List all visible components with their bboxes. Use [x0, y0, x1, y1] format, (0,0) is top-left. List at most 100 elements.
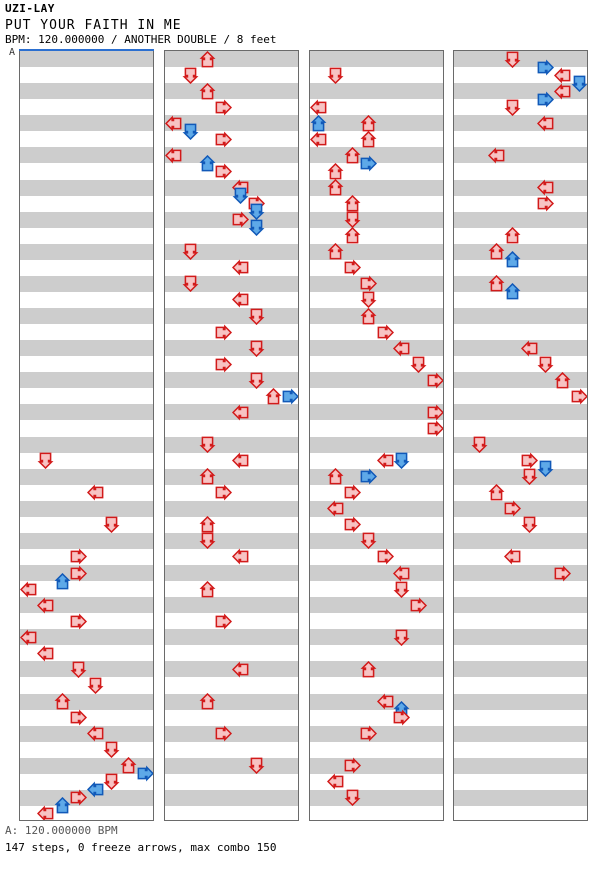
measure: [165, 115, 298, 180]
beat-row: [165, 661, 298, 678]
beat-row: [20, 131, 153, 148]
measure: [165, 629, 298, 694]
beat-row: [310, 581, 443, 598]
beat-row: [454, 773, 587, 790]
beat-row: [454, 500, 587, 517]
beat-row: [165, 67, 298, 84]
beat-row: [165, 452, 298, 469]
chart-column-1[interactable]: [19, 50, 154, 821]
measure: [165, 308, 298, 373]
beat-row: [454, 741, 587, 758]
measure: [20, 693, 153, 758]
beat-row: [310, 388, 443, 405]
beat-row: [165, 388, 298, 405]
measure: [310, 693, 443, 758]
beat-row: [310, 693, 443, 710]
beat-row: [454, 532, 587, 549]
beat-row: [20, 179, 153, 196]
beat-row: [310, 275, 443, 292]
measure: [165, 51, 298, 116]
beat-row: [454, 388, 587, 405]
beat-row: [454, 613, 587, 630]
beat-row: [310, 597, 443, 614]
beat-row: [454, 259, 587, 276]
beat-row: [310, 500, 443, 517]
beat-row: [20, 613, 153, 630]
measure: [165, 436, 298, 501]
beat-row: [20, 308, 153, 325]
beat-row: [20, 259, 153, 276]
beat-row: [454, 805, 587, 820]
song-title: PUT YOUR FAITH IN ME: [5, 18, 182, 33]
lane-marker-a: A: [9, 47, 16, 58]
beat-row: [20, 773, 153, 790]
beat-row: [165, 324, 298, 341]
beat-row: [20, 356, 153, 373]
beat-row: [454, 789, 587, 806]
beat-row: [310, 468, 443, 485]
beat-row: [20, 388, 153, 405]
beat-row: [454, 147, 587, 164]
measure: [454, 565, 587, 630]
beat-row: [310, 420, 443, 437]
measure: [165, 179, 298, 244]
beat-row: [20, 340, 153, 357]
beat-row: [454, 404, 587, 421]
beat-row: [165, 195, 298, 212]
beat-row: [165, 613, 298, 630]
beat-row: [310, 356, 443, 373]
beat-row: [20, 484, 153, 501]
measure: [20, 115, 153, 180]
beat-row: [310, 677, 443, 694]
measure: [310, 372, 443, 437]
beat-row: [454, 629, 587, 646]
beat-row: [454, 709, 587, 726]
beat-row: [165, 757, 298, 774]
beat-row: [454, 597, 587, 614]
beat-row: [165, 741, 298, 758]
beat-row: [165, 131, 298, 148]
beat-row: [165, 436, 298, 453]
stats-footer: 147 steps, 0 freeze arrows, max combo 15…: [5, 841, 277, 854]
beat-row: [310, 147, 443, 164]
beat-row: [454, 163, 587, 180]
beat-row: [20, 163, 153, 180]
measure: [310, 436, 443, 501]
beat-row: [310, 773, 443, 790]
beat-row: [165, 115, 298, 132]
measure: [310, 179, 443, 244]
measure: [454, 500, 587, 565]
beat-row: [310, 324, 443, 341]
measure: [165, 500, 298, 565]
beat-row: [165, 516, 298, 533]
measure: [165, 243, 298, 308]
measure: [20, 308, 153, 373]
beat-row: [310, 99, 443, 116]
beat-row: [20, 548, 153, 565]
beat-row: [310, 532, 443, 549]
beat-row: [310, 340, 443, 357]
beat-row: [310, 83, 443, 100]
beat-row: [310, 709, 443, 726]
beat-row: [20, 324, 153, 341]
beat-row: [165, 548, 298, 565]
beat-row: [165, 468, 298, 485]
beat-row: [20, 243, 153, 260]
measure: [20, 629, 153, 694]
beat-row: [310, 645, 443, 662]
beat-row: [165, 51, 298, 68]
beat-row: [20, 581, 153, 598]
chart-column-4[interactable]: [453, 50, 588, 821]
chart-column-3[interactable]: [309, 50, 444, 821]
beat-row: [310, 757, 443, 774]
beat-row: [20, 677, 153, 694]
beat-row: [20, 99, 153, 116]
measure: [165, 372, 298, 437]
measure: [165, 693, 298, 758]
beat-row: [454, 131, 587, 148]
beat-row: [454, 693, 587, 710]
chart-column-2[interactable]: [164, 50, 299, 821]
beat-row: [165, 420, 298, 437]
beat-row: [310, 516, 443, 533]
measure: [454, 757, 587, 820]
